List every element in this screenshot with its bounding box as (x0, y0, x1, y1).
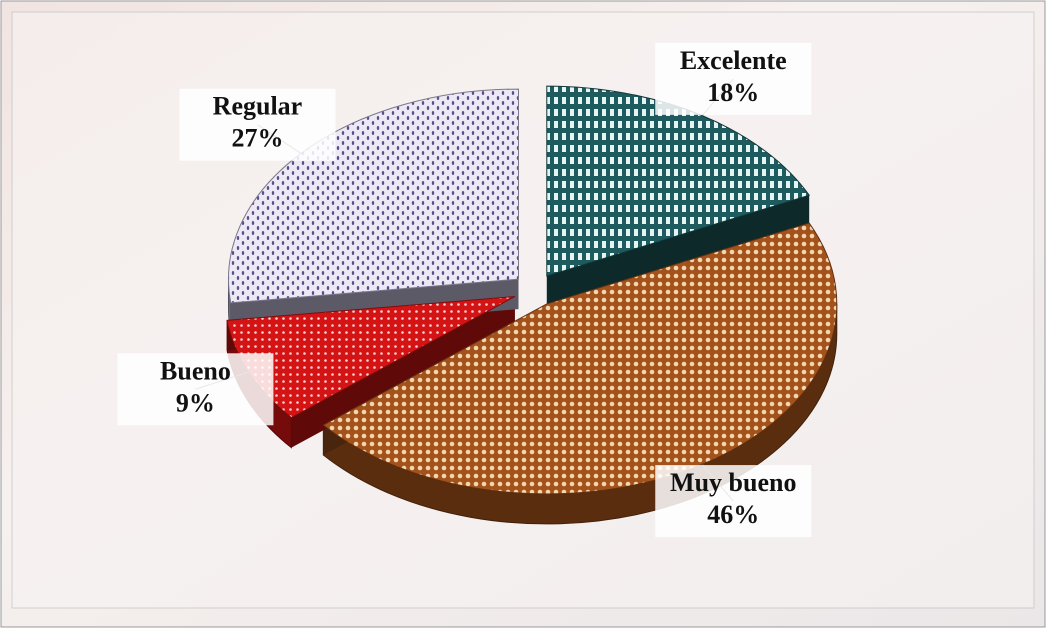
slice (546, 85, 811, 277)
data-label: Muy bueno 46% (655, 464, 812, 538)
data-label: Bueno 9% (117, 353, 274, 426)
label-box (179, 88, 336, 161)
category-label: Muy bueno (670, 468, 796, 497)
category-label: Bueno (160, 356, 231, 385)
slice-wall (546, 195, 810, 307)
label-box (655, 465, 812, 538)
data-label: Regular 27% (179, 88, 336, 161)
category-label: Excelente (680, 46, 787, 75)
value-label: 27% (231, 124, 283, 153)
label-box (655, 42, 812, 115)
value-label: 18% (707, 78, 759, 107)
data-label: Excelente 18% (655, 42, 812, 116)
category-label: Regular (213, 92, 303, 121)
slice-wall (291, 296, 515, 448)
label-box (117, 353, 274, 426)
value-label: 9% (176, 388, 215, 417)
value-label: 46% (707, 500, 759, 529)
